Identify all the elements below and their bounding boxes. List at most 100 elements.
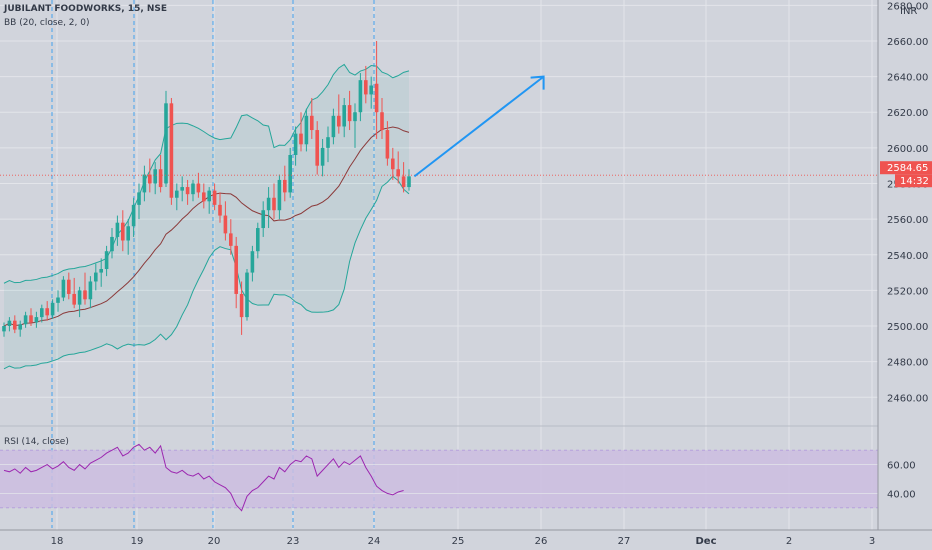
candle-body (358, 80, 363, 113)
candle-body (104, 251, 109, 270)
candle-body (2, 326, 6, 332)
candle-body (61, 279, 66, 298)
candle-body (56, 297, 60, 303)
candle-body (283, 179, 287, 193)
price-tick-label: 2620.00 (887, 108, 928, 119)
time-tick-label: 25 (452, 536, 465, 547)
candle-body (331, 115, 336, 138)
candle-body (148, 174, 152, 184)
time-tick-label: 24 (368, 536, 381, 547)
candle-body (218, 204, 222, 216)
candle-body (164, 103, 168, 184)
candle-body (185, 187, 190, 195)
candle-body (153, 169, 157, 184)
candle-body (83, 290, 87, 300)
candle-body (196, 183, 201, 193)
candle-body (374, 83, 379, 113)
candle-body (326, 137, 330, 148)
candle-body (67, 279, 71, 294)
symbol-title: JUBILANT FOODWORKS, 15, NSE (4, 4, 168, 14)
candle-body (126, 226, 130, 241)
projection-arrow-head (530, 75, 545, 90)
candle-body (320, 147, 325, 166)
candle-body (13, 320, 17, 330)
candle-body (207, 190, 211, 202)
candle-body (293, 133, 298, 155)
projection-arrow-line (413, 75, 545, 178)
countdown-tag (895, 174, 932, 188)
time-axis-background (0, 530, 932, 550)
candle-body (158, 169, 163, 188)
candle-body (288, 154, 292, 193)
candle-body (256, 228, 260, 252)
candle-body (261, 210, 265, 229)
candle-body (239, 293, 244, 318)
candle-body (380, 112, 384, 131)
candle-body (191, 183, 195, 195)
candle-body (121, 222, 125, 241)
candle-body (34, 317, 39, 323)
candle-body (137, 192, 141, 205)
candle-body (7, 320, 12, 327)
candle-body (385, 130, 390, 159)
price-tick-label: 2460.00 (887, 393, 928, 404)
candle-body (72, 293, 76, 305)
candle-body (50, 302, 55, 316)
candle-body (202, 192, 206, 202)
candle-body (315, 130, 319, 166)
candle-body (396, 169, 400, 177)
price-tick-label: 2680.00 (887, 1, 928, 12)
candle-body (229, 233, 233, 246)
candle-body (391, 158, 395, 170)
bb-legend: BB (20, close, 2, 0) (4, 18, 90, 28)
last-price-tag (880, 161, 932, 175)
time-tick-label: 18 (51, 536, 64, 547)
candle-body (115, 222, 120, 237)
last-price-label: 2584.65 (887, 163, 928, 174)
candle-body (223, 215, 228, 234)
candle-body (99, 269, 103, 273)
time-tick-label: 23 (287, 536, 300, 547)
candle-body (212, 190, 217, 205)
candle-body (401, 176, 406, 188)
candle-body (142, 174, 147, 193)
candle-body (110, 236, 114, 252)
time-tick-label: Dec (695, 536, 716, 547)
candle-body (77, 290, 82, 305)
candle-body (364, 80, 368, 95)
candle-body (40, 308, 44, 318)
candle-body (45, 308, 49, 316)
time-tick-label: 27 (618, 536, 631, 547)
rsi-tick-label: 40.00 (887, 489, 916, 500)
bb-lower-line (3, 175, 410, 370)
currency-label: INR (900, 6, 917, 17)
price-tick-label: 2600.00 (887, 144, 928, 155)
candle-body (299, 133, 303, 145)
candle-body (347, 105, 352, 122)
candle-body (94, 272, 98, 282)
bb-basis-line (3, 126, 410, 327)
candle-body (250, 251, 255, 273)
candle-body (88, 281, 93, 300)
time-tick-label: 2 (786, 536, 792, 547)
candle-body (407, 176, 411, 188)
price-tick-label: 2480.00 (887, 358, 928, 369)
rsi-tick-label: 60.00 (887, 461, 916, 472)
time-tick-label: 3 (869, 536, 875, 547)
time-tick-label: 26 (535, 536, 548, 547)
rsi-line (3, 443, 404, 512)
candle-body (29, 315, 33, 323)
candle-body (337, 115, 341, 127)
candle-body (266, 197, 271, 211)
time-tick-label: 20 (208, 536, 221, 547)
candle-body (353, 112, 357, 122)
candle-body (310, 115, 314, 131)
candle-body (18, 324, 22, 330)
price-tick-label: 2520.00 (887, 286, 928, 297)
candle-body (277, 179, 282, 211)
countdown-label: 14:32 (900, 176, 929, 187)
price-tick-label: 2640.00 (887, 73, 928, 84)
price-tick-label: 2500.00 (887, 322, 928, 333)
